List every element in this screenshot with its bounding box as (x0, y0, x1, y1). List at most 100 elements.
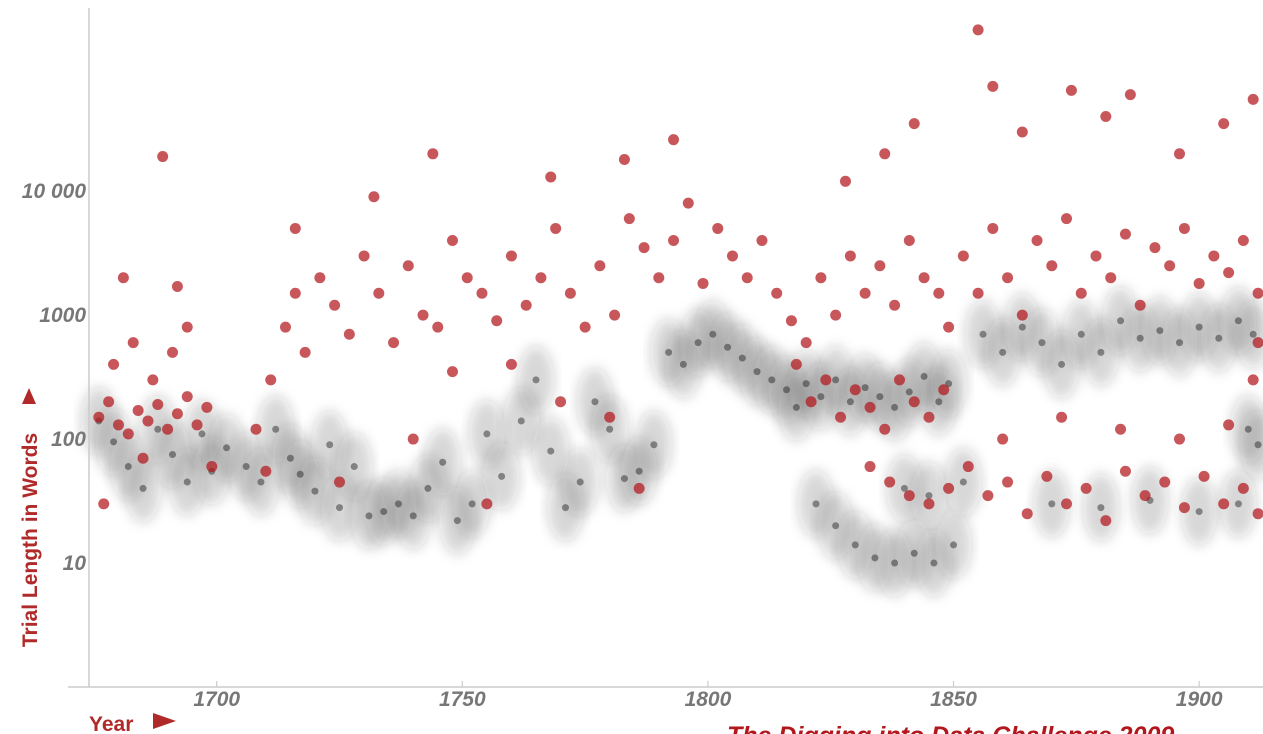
y-tick-label: 1000 (39, 304, 86, 327)
scatter-point (1244, 425, 1252, 433)
highlighted-point (402, 260, 414, 272)
scatter-point (950, 541, 958, 549)
scatter-point (439, 458, 447, 466)
scatter-point (905, 388, 913, 396)
highlighted-point (839, 175, 851, 187)
scatter-point (1234, 317, 1242, 325)
highlighted-point (623, 213, 635, 225)
scatter-point (1077, 330, 1085, 338)
highlighted-point (1046, 260, 1058, 272)
scatter-point (453, 517, 461, 525)
highlighted-point (1002, 476, 1014, 488)
highlighted-point (250, 423, 262, 435)
highlighted-point (790, 358, 802, 370)
scatter-point (169, 451, 177, 459)
highlighted-point (638, 242, 650, 254)
highlighted-point (987, 80, 999, 92)
highlighted-point (879, 423, 891, 435)
highlighted-point (1016, 309, 1028, 321)
highlighted-point (1159, 476, 1171, 488)
scatter-point (1018, 323, 1026, 331)
highlighted-point (756, 234, 768, 246)
highlighted-point (142, 415, 154, 427)
scatter-point (1038, 339, 1046, 347)
highlighted-point (1124, 89, 1136, 101)
highlighted-point (987, 222, 999, 234)
highlighted-point (181, 321, 193, 333)
scatter-point (532, 376, 540, 384)
highlighted-point (1198, 470, 1210, 482)
highlighted-point (1149, 242, 1161, 254)
scatter-point (1175, 339, 1183, 347)
scatter-point (183, 478, 191, 486)
highlighted-point (137, 452, 149, 464)
highlighted-point (427, 148, 439, 160)
scatter-point (498, 472, 506, 480)
density-blob (591, 395, 628, 464)
density-blob (910, 461, 947, 530)
scatter-point (124, 463, 132, 471)
highlighted-point (206, 461, 218, 473)
highlighted-point (1065, 84, 1077, 96)
highlighted-point (1100, 515, 1112, 527)
highlighted-point (93, 411, 105, 423)
highlighted-point (505, 250, 517, 262)
scatter-point (257, 478, 265, 486)
highlighted-point (1252, 337, 1263, 349)
scatter-point (576, 478, 584, 486)
highlighted-point (446, 366, 458, 378)
scatter-point (620, 475, 628, 483)
highlighted-point (157, 151, 169, 163)
x-axis-ticks: 1700 1750 1800 1850 1900 (193, 681, 1223, 711)
highlighted-point (962, 461, 974, 473)
x-axis-title: Year (89, 713, 133, 734)
highlighted-point (1021, 508, 1033, 520)
scatter-point (591, 398, 599, 406)
highlighted-point (152, 399, 164, 411)
highlighted-point (604, 411, 616, 423)
scatter-point (365, 512, 373, 520)
highlighted-point (908, 396, 920, 408)
highlighted-point (815, 272, 827, 284)
highlighted-point (127, 337, 139, 349)
highlighted-point (535, 272, 547, 284)
highlighted-point (122, 428, 134, 440)
x-tick-label: 1750 (439, 688, 486, 711)
density-blob (930, 349, 967, 418)
highlighted-point (1119, 465, 1131, 477)
y-axis-title: Trial Length in Words (19, 433, 42, 647)
density-blob (1132, 466, 1169, 535)
highlighted-point (800, 337, 812, 349)
scatter-point (768, 376, 776, 384)
scatter-point (891, 403, 899, 411)
highlighted-point (1218, 498, 1230, 510)
density-blob (1235, 300, 1263, 369)
highlighted-point (1237, 234, 1249, 246)
x-axis-arrow-icon (153, 713, 176, 729)
scatter-point (1048, 500, 1056, 508)
highlighted-point (1061, 213, 1073, 225)
highlighted-point (830, 309, 842, 321)
scatter-point (1195, 508, 1203, 516)
scatter-point (272, 425, 280, 433)
chart-credit: The Digging into Data Challenge 2009 (727, 722, 1174, 734)
highlighted-point (938, 384, 950, 396)
highlighted-points-series (93, 24, 1263, 527)
y-tick-label: 10 000 (22, 180, 87, 203)
highlighted-point (884, 476, 896, 488)
scatter-point (110, 438, 118, 446)
scatter-point (738, 354, 746, 362)
density-blob (635, 410, 672, 479)
highlighted-point (98, 498, 110, 510)
highlighted-point (903, 234, 915, 246)
point-density-layer (80, 286, 1263, 598)
highlighted-point (682, 197, 694, 209)
highlighted-point (1016, 126, 1028, 138)
highlighted-point (1208, 250, 1220, 262)
scatter-point (910, 549, 918, 557)
highlighted-point (785, 315, 797, 327)
y-axis-arrow-icon (22, 388, 36, 404)
highlighted-point (461, 272, 473, 284)
highlighted-point (820, 374, 832, 386)
